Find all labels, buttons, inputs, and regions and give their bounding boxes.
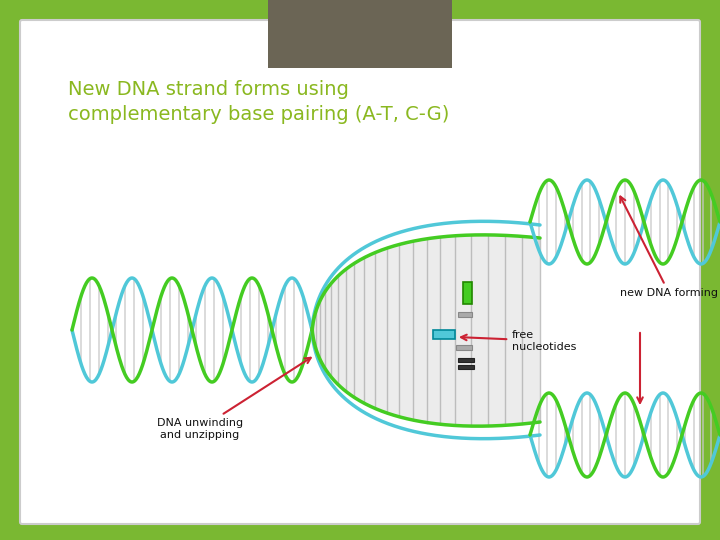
Bar xyxy=(458,312,472,317)
Polygon shape xyxy=(312,235,540,426)
FancyBboxPatch shape xyxy=(20,20,700,524)
Text: free
nucleotides: free nucleotides xyxy=(461,330,577,352)
Bar xyxy=(433,330,455,339)
Bar xyxy=(458,358,474,362)
Text: New DNA strand forms using
complementary base pairing (A-T, C-G): New DNA strand forms using complementary… xyxy=(68,80,449,124)
Bar xyxy=(463,282,472,304)
Text: DNA unwinding
and unzipping: DNA unwinding and unzipping xyxy=(157,358,311,440)
Bar xyxy=(458,365,474,369)
Text: new DNA forming: new DNA forming xyxy=(620,197,718,298)
Bar xyxy=(456,345,472,350)
Bar xyxy=(268,0,452,68)
